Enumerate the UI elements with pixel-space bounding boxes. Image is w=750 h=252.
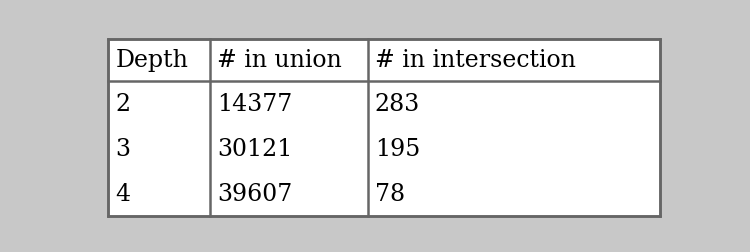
- Text: 195: 195: [375, 138, 420, 161]
- Text: 3: 3: [116, 138, 130, 161]
- Text: 2: 2: [116, 92, 130, 115]
- Text: Depth: Depth: [116, 49, 188, 72]
- Text: # in intersection: # in intersection: [375, 49, 576, 72]
- Text: 14377: 14377: [217, 92, 292, 115]
- Text: 39607: 39607: [217, 182, 292, 205]
- Text: 4: 4: [116, 182, 130, 205]
- Text: # in union: # in union: [217, 49, 342, 72]
- Text: 283: 283: [375, 92, 420, 115]
- Text: 30121: 30121: [217, 138, 292, 161]
- Text: 78: 78: [375, 182, 405, 205]
